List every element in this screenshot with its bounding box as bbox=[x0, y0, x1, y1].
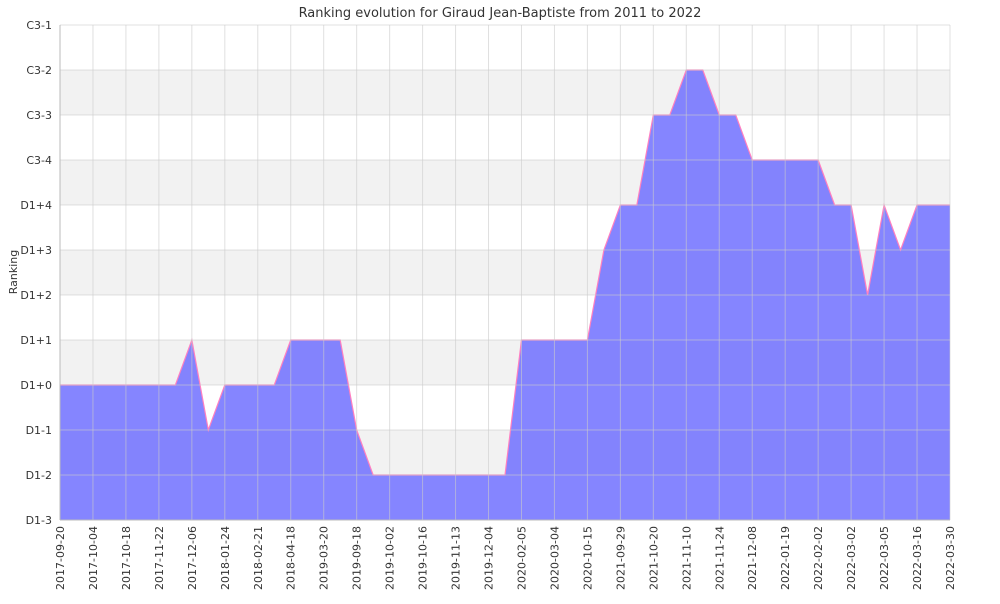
x-tick-label: 2017-12-06 bbox=[186, 526, 199, 590]
x-tick-label: 2017-11-22 bbox=[153, 526, 166, 590]
x-tick-label: 2022-02-02 bbox=[812, 526, 825, 590]
x-tick-label: 2022-03-30 bbox=[944, 526, 957, 590]
x-tick-label: 2020-10-15 bbox=[581, 526, 594, 590]
x-tick-label: 2019-11-13 bbox=[450, 526, 463, 590]
y-tick-label: C3-3 bbox=[26, 109, 52, 122]
y-tick-label: C3-4 bbox=[26, 154, 52, 167]
y-tick-label: D1-3 bbox=[26, 514, 52, 527]
x-tick-label: 2019-09-18 bbox=[351, 526, 364, 590]
x-tick-label: 2019-03-20 bbox=[318, 526, 331, 590]
x-tick-label: 2017-09-20 bbox=[54, 526, 67, 590]
x-tick-label: 2021-10-20 bbox=[647, 526, 660, 590]
x-tick-label: 2019-10-16 bbox=[417, 526, 430, 590]
x-tick-label: 2017-10-18 bbox=[120, 526, 133, 590]
x-tick-label: 2022-03-16 bbox=[911, 526, 924, 590]
y-tick-label: D1+4 bbox=[20, 199, 52, 212]
x-tick-label: 2017-10-04 bbox=[87, 526, 100, 590]
grid-band bbox=[60, 70, 950, 115]
y-tick-label: D1+3 bbox=[20, 244, 52, 257]
y-tick-label: D1+2 bbox=[20, 289, 52, 302]
x-tick-label: 2021-12-08 bbox=[746, 526, 759, 590]
x-tick-label: 2022-03-02 bbox=[845, 526, 858, 590]
x-tick-label: 2018-01-24 bbox=[219, 526, 232, 590]
x-tick-label: 2019-12-04 bbox=[483, 526, 496, 590]
x-tick-label: 2022-03-05 bbox=[878, 526, 891, 590]
x-tick-label: 2018-04-18 bbox=[285, 526, 298, 590]
y-tick-label: C3-1 bbox=[26, 19, 52, 32]
x-tick-label: 2020-03-04 bbox=[548, 526, 561, 590]
x-tick-label: 2018-02-21 bbox=[252, 526, 265, 590]
y-tick-label: D1-1 bbox=[26, 424, 52, 437]
x-tick-label: 2021-09-29 bbox=[614, 526, 627, 590]
y-tick-label: D1+1 bbox=[20, 334, 52, 347]
x-tick-label: 2021-11-24 bbox=[713, 526, 726, 590]
x-tick-label: 2020-02-05 bbox=[515, 526, 528, 590]
x-tick-label: 2021-11-10 bbox=[680, 526, 693, 590]
y-axis-label: Ranking bbox=[7, 250, 20, 295]
y-tick-label: C3-2 bbox=[26, 64, 52, 77]
y-tick-label: D1-2 bbox=[26, 469, 52, 482]
chart-title: Ranking evolution for Giraud Jean-Baptis… bbox=[299, 6, 702, 21]
y-tick-label: D1+0 bbox=[20, 379, 52, 392]
x-tick-label: 2019-10-02 bbox=[384, 526, 397, 590]
x-tick-label: 2022-01-19 bbox=[779, 526, 792, 590]
